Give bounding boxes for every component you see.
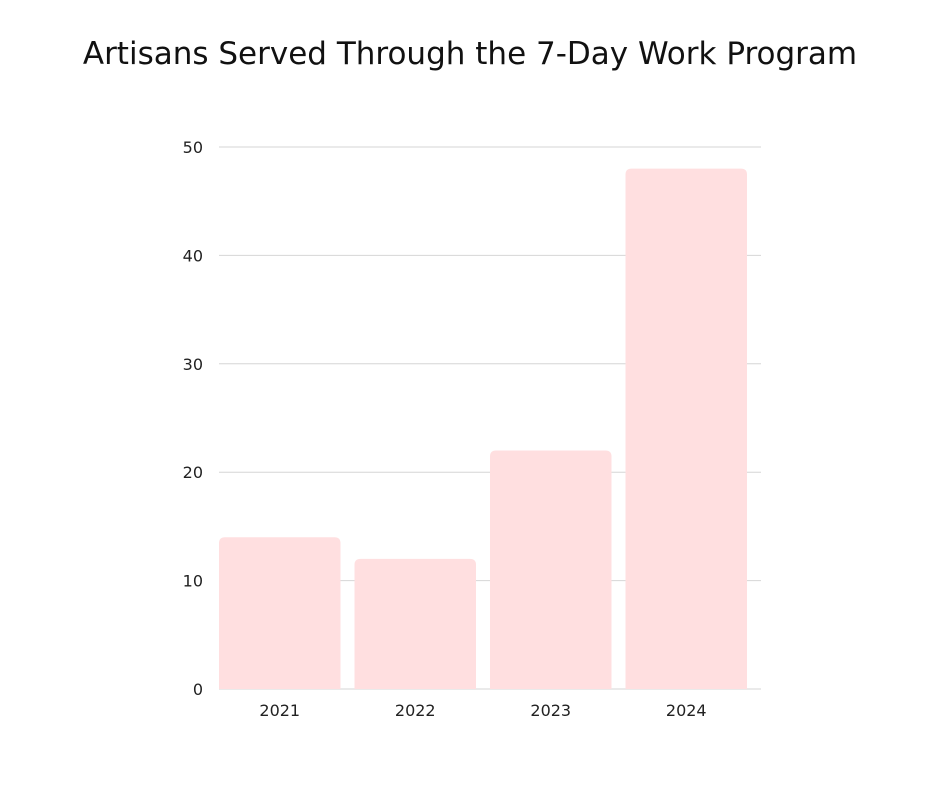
x-axis-tick-labels: 2021 2022 2023 2024 [259, 701, 706, 720]
y-tick-label-50: 50 [183, 138, 203, 157]
bars [219, 168, 747, 689]
bar-2022 [354, 558, 476, 689]
x-tick-label-2022: 2022 [395, 701, 436, 720]
bar-2024 [625, 168, 747, 689]
x-tick-label-2024: 2024 [666, 701, 707, 720]
y-tick-label-30: 30 [183, 355, 203, 374]
bar-2023 [490, 450, 612, 689]
x-tick-label-2021: 2021 [259, 701, 300, 720]
y-tick-label-10: 10 [183, 572, 203, 591]
chart-title: Artisans Served Through the 7-Day Work P… [82, 36, 858, 72]
y-tick-label-0: 0 [193, 680, 203, 699]
y-tick-label-40: 40 [183, 246, 203, 265]
x-tick-label-2023: 2023 [530, 701, 571, 720]
y-tick-label-20: 20 [183, 463, 203, 482]
bar-2021 [219, 537, 341, 689]
y-axis-tick-labels: 0 10 20 30 40 50 [183, 138, 203, 699]
